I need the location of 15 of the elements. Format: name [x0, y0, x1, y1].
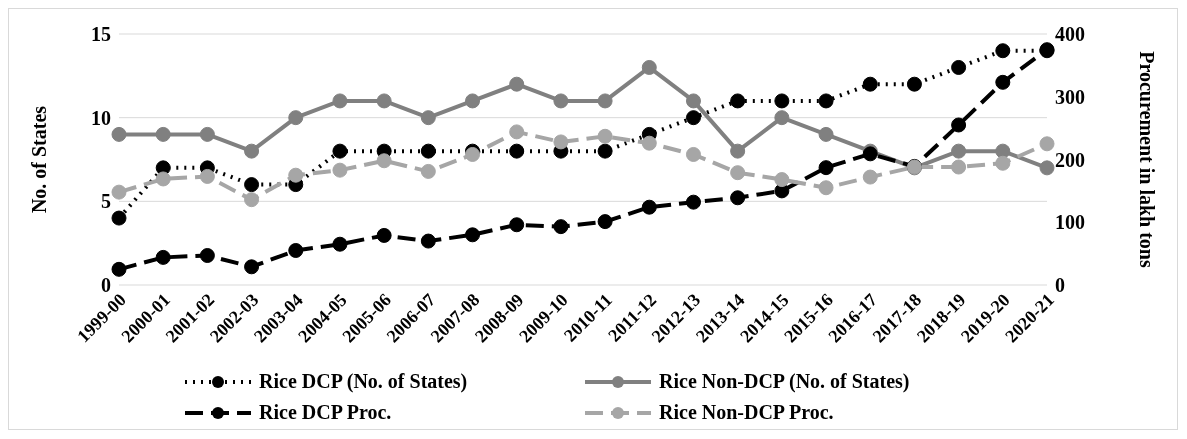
y2-tick-label: 100	[1055, 211, 1085, 234]
y-tick-label: 15	[91, 23, 111, 46]
y-tick-label: 10	[91, 106, 111, 129]
legend-label: Rice Non-DCP (No. of States)	[659, 370, 910, 393]
y-tick-label: 0	[101, 274, 111, 297]
legend-label: Rice DCP Proc.	[259, 401, 392, 424]
y2-tick-label: 200	[1055, 148, 1085, 171]
y-tick-label: 5	[101, 190, 111, 213]
y2-tick-label: 300	[1055, 85, 1085, 108]
legend-label: Rice Non-DCP Proc.	[659, 401, 834, 424]
y2-tick-label: 0	[1055, 274, 1065, 297]
legend-label: Rice DCP (No. of States)	[259, 370, 468, 393]
y2-tick-label: 400	[1055, 23, 1085, 46]
y2-axis-title: Procurement in lakh tons	[1135, 51, 1158, 268]
y-axis-title: No. of States	[28, 105, 51, 214]
